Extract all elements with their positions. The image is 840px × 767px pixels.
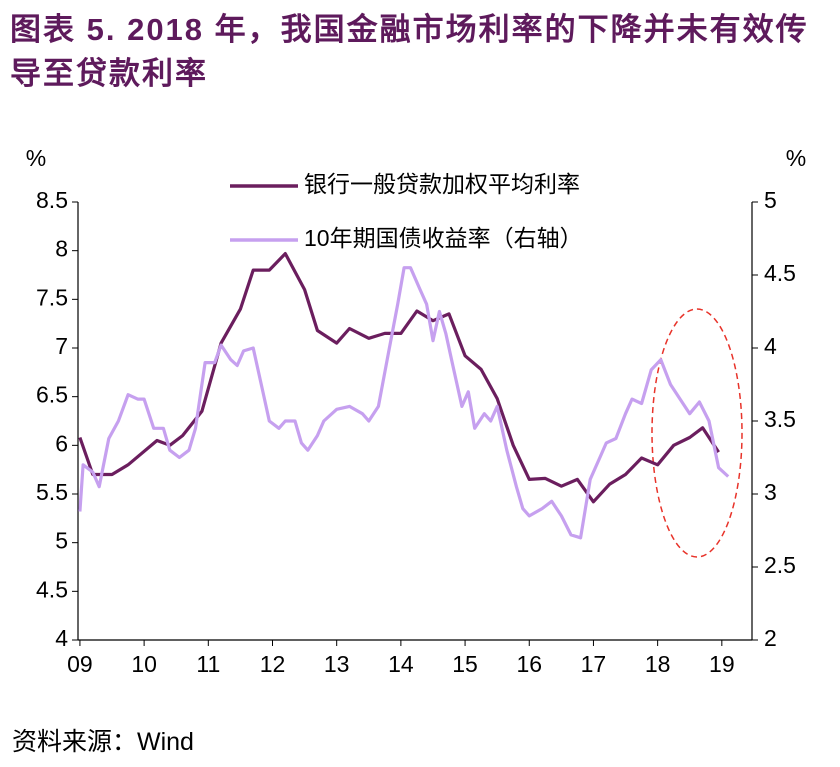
y2-axis-unit: % xyxy=(786,145,806,171)
y-tick-label: 5 xyxy=(55,528,68,554)
y-axis-unit: % xyxy=(26,145,46,171)
y2-tick-label: 4 xyxy=(764,333,777,359)
x-tick-label: 10 xyxy=(131,651,157,677)
y2-tick-label: 3 xyxy=(764,479,777,505)
x-tick-label: 16 xyxy=(516,651,542,677)
y-tick-label: 6 xyxy=(55,430,68,456)
y-tick-label: 8.5 xyxy=(36,187,68,213)
source-note: 资料来源：Wind xyxy=(12,728,194,756)
y-tick-label: 7 xyxy=(55,333,68,359)
x-tick-label: 17 xyxy=(581,651,607,677)
legend-label: 银行一般贷款加权平均利率 xyxy=(304,171,580,197)
x-tick-label: 12 xyxy=(260,651,286,677)
y-tick-label: 5.5 xyxy=(36,479,68,505)
y2-tick-label: 2.5 xyxy=(764,552,796,578)
y2-tick-label: 3.5 xyxy=(764,406,796,432)
x-tick-label: 09 xyxy=(67,651,93,677)
series-line xyxy=(78,252,720,504)
chart-title: 图表 5. 2018 年，我国金融市场利率的下降并未有效传导至贷款利率 xyxy=(10,12,809,91)
legend-label: 10年期国债收益率（右轴） xyxy=(304,225,583,251)
y2-tick-label: 5 xyxy=(764,187,777,213)
y-tick-label: 7.5 xyxy=(36,284,68,310)
y-tick-label: 8 xyxy=(55,236,68,262)
x-tick-label: 15 xyxy=(452,651,478,677)
x-tick-label: 13 xyxy=(324,651,350,677)
y2-tick-label: 4.5 xyxy=(764,260,796,286)
highlight-ellipse xyxy=(651,308,743,558)
y-tick-label: 4 xyxy=(55,625,68,651)
x-tick-label: 19 xyxy=(709,651,735,677)
y-tick-label: 4.5 xyxy=(36,576,68,602)
y-tick-label: 6.5 xyxy=(36,382,68,408)
x-tick-label: 14 xyxy=(388,651,414,677)
y2-tick-label: 2 xyxy=(764,625,777,651)
series-line xyxy=(78,266,730,540)
x-tick-label: 18 xyxy=(645,651,671,677)
x-tick-label: 11 xyxy=(196,651,220,677)
